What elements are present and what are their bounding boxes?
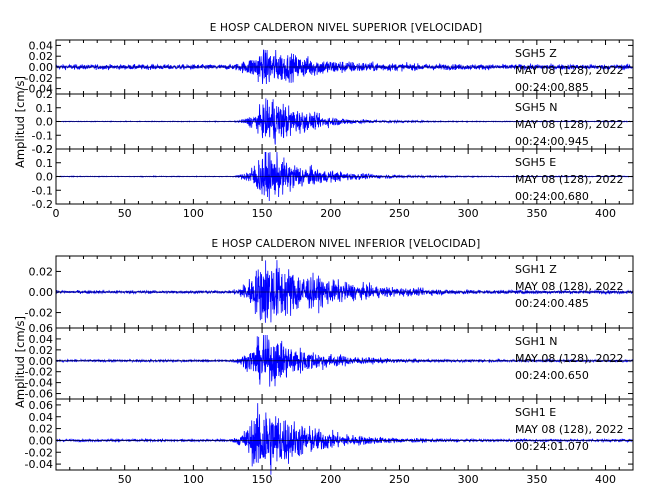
y-tick-label: 0.00 [29, 61, 54, 74]
time-label: 00:24:00.680 [515, 190, 589, 203]
y-tick-label: 0.2 [36, 88, 54, 101]
y-tick-label: -0.02 [25, 72, 53, 85]
y-axis-label-superior: Amplitud [cm/s] [13, 76, 27, 168]
date-label: MAY 08 (128), 2022 [515, 118, 623, 131]
y-tick-label: 0.02 [29, 423, 54, 436]
panel-sgh1-z: -0.02 0.00 0.02 SGH1 Z MAY 08 (128), 2022 00:… [25, 255, 634, 329]
x-tick-label: 300 [458, 207, 479, 220]
y-tick-label: -0.04 [25, 377, 53, 390]
y-tick-label: -0.04 [25, 458, 53, 471]
x-tick-label: 350 [526, 473, 547, 486]
x-tick-label: 50 [118, 207, 132, 220]
date-label: MAY 08 (128), 2022 [515, 173, 623, 186]
y-axis-label-inferior: Amplitud [cm/s] [13, 316, 27, 408]
time-label: 00:24:00.885 [515, 81, 589, 94]
x-tick-label: 200 [320, 207, 341, 220]
station-component-label: SGH5 E [515, 156, 556, 169]
y-tick-label: -0.02 [25, 366, 53, 379]
x-tick-label: 400 [595, 207, 616, 220]
y-tick-label: -0.04 [25, 83, 53, 96]
x-tick-label: 400 [595, 473, 616, 486]
y-tick-label: 0.04 [29, 333, 54, 346]
time-label: 00:24:00.945 [515, 135, 589, 148]
x-tick-label: 150 [252, 473, 273, 486]
y-tick-label: 0.0 [36, 116, 54, 129]
x-tick-label: 300 [458, 473, 479, 486]
y-tick-label: -0.1 [32, 129, 53, 142]
y-tick-label: 0.1 [36, 157, 54, 170]
y-tick-label: -0.06 [25, 388, 53, 401]
station-component-label: SGH1 N [515, 335, 558, 348]
panel-sgh5-z: -0.04-0.020.000.020.04 SGH5 Z MAY 08 (128)… [25, 39, 634, 96]
y-tick-label: 0.02 [29, 344, 54, 357]
date-label: MAY 08 (128), 2022 [515, 280, 623, 293]
y-tick-label: -0.02 [25, 446, 53, 459]
y-tick-label: 0.2 [36, 143, 54, 156]
x-tick-label: 250 [389, 207, 410, 220]
station-component-label: SGH5 N [515, 101, 558, 114]
time-label: 00:24:00.485 [515, 297, 589, 310]
x-tick-label: 250 [389, 473, 410, 486]
figure-title-superior: E HOSP CALDERON NIVEL SUPERIOR [VELOCIDA… [210, 22, 483, 34]
x-tick-label: 0 [53, 207, 60, 220]
time-label: 00:24:01.070 [515, 440, 589, 453]
station-component-label: SGH1 E [515, 406, 556, 419]
x-tick-label: 100 [183, 473, 204, 486]
y-tick-label: 0.06 [29, 399, 54, 412]
station-component-label: SGH1 Z [515, 263, 557, 276]
time-label: 00:24:00.650 [515, 369, 589, 382]
y-tick-label: 0.0 [36, 171, 54, 184]
y-tick-label: -0.2 [32, 198, 53, 211]
x-tick-label: 200 [320, 473, 341, 486]
y-tick-label: 0.02 [29, 50, 54, 63]
y-tick-label: 0.1 [36, 102, 54, 115]
panel-sgh1-e: -0.04-0.020.000.020.040.06 SGH1 E MAY 08 (… [25, 398, 634, 475]
x-tick-label: 100 [183, 207, 204, 220]
y-tick-label: 0.04 [29, 39, 54, 52]
y-tick-label: -0.1 [32, 184, 53, 197]
y-tick-label: 0.00 [29, 286, 54, 299]
y-tick-label: 0.06 [29, 322, 54, 335]
date-label: MAY 08 (128), 2022 [515, 352, 623, 365]
x-tick-label: 350 [526, 207, 547, 220]
y-tick-label: -0.02 [25, 307, 53, 320]
x-tick-label: 150 [252, 207, 273, 220]
y-tick-label: 0.00 [29, 355, 54, 368]
x-tick-label: 50 [118, 473, 132, 486]
panel-sgh1-n: -0.06-0.04-0.020.000.020.040.06 SGH1 N MAY… [25, 322, 634, 401]
y-tick-label: 0.02 [29, 265, 54, 278]
y-tick-label: 0.04 [29, 411, 54, 424]
date-label: MAY 08 (128), 2022 [515, 423, 623, 436]
station-component-label: SGH5 Z [515, 47, 557, 60]
figure-title-inferior: E HOSP CALDERON NIVEL INFERIOR [VELOCIDA… [212, 238, 481, 250]
date-label: MAY 08 (128), 2022 [515, 64, 623, 77]
y-tick-label: 0.00 [29, 434, 54, 447]
y-tick-label: -0.2 [32, 143, 53, 156]
